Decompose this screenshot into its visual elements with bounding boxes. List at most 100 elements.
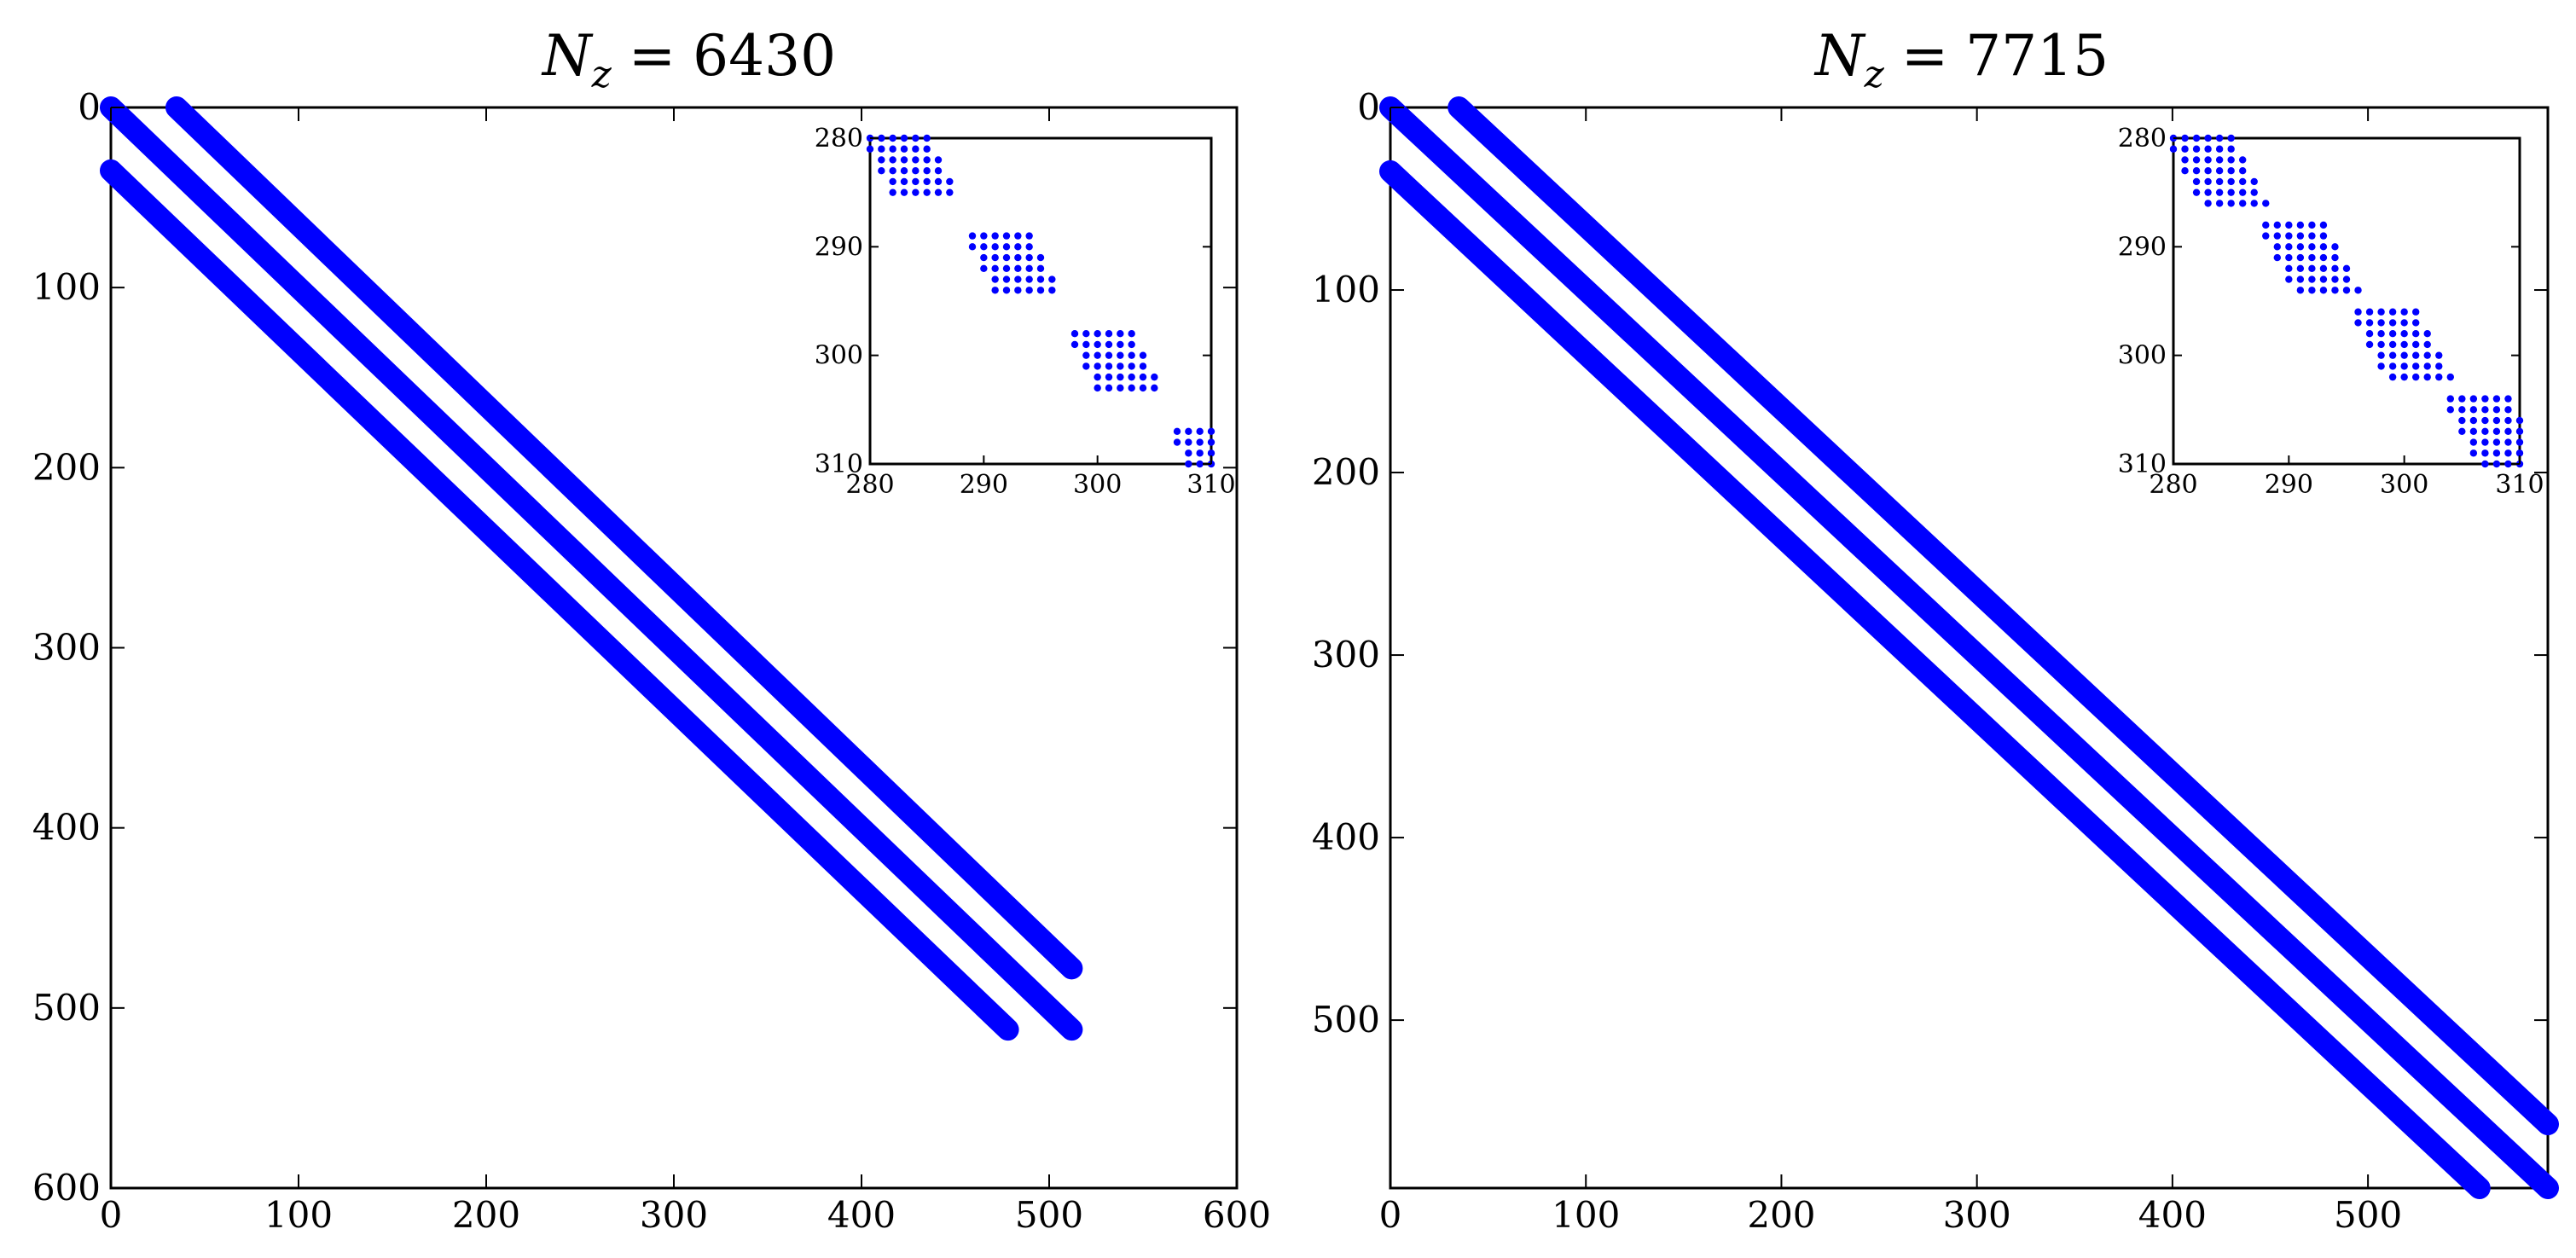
inset-nonzero-dot bbox=[889, 167, 896, 175]
inset-nonzero-dot bbox=[2377, 308, 2385, 316]
inset-nonzero-dot bbox=[2423, 340, 2431, 349]
inset-nonzero-dot bbox=[946, 188, 954, 196]
inset-y-tick-label: 310 bbox=[2118, 449, 2167, 479]
inset-nonzero-dot bbox=[2273, 232, 2281, 240]
inset-nonzero-dot bbox=[2492, 406, 2501, 414]
inset-nonzero-dot bbox=[934, 167, 943, 175]
inset-nonzero-dot bbox=[2412, 308, 2420, 316]
inset-nonzero-dot bbox=[2365, 340, 2374, 349]
inset-nonzero-dot bbox=[2250, 177, 2258, 186]
inset-x-tick-label: 290 bbox=[960, 470, 1008, 500]
inset-nonzero-dot bbox=[1094, 330, 1101, 338]
inset-nonzero-dot bbox=[923, 134, 931, 142]
inset-nonzero-dot bbox=[923, 145, 931, 153]
inset-nonzero-dot bbox=[2319, 287, 2328, 294]
inset-nonzero-dot bbox=[2239, 156, 2247, 164]
inset-nonzero-dot bbox=[2435, 362, 2443, 370]
inset-background bbox=[2168, 133, 2525, 469]
inset-nonzero-dot bbox=[2435, 351, 2443, 359]
inset-nonzero-dot bbox=[2400, 362, 2408, 370]
inset-nonzero-dot bbox=[866, 145, 874, 153]
inset-nonzero-dot bbox=[878, 167, 885, 175]
inset-nonzero-dot bbox=[2319, 275, 2328, 283]
nonzero-band-1 bbox=[1379, 159, 2491, 1199]
inset-nonzero-dot bbox=[2215, 134, 2224, 142]
inset-nonzero-dot bbox=[2239, 167, 2247, 175]
inset-nonzero-dot bbox=[900, 156, 908, 164]
inset-nonzero-dot bbox=[923, 167, 931, 175]
inset-nonzero-dot bbox=[2215, 188, 2224, 196]
inset-nonzero-dot bbox=[2273, 243, 2281, 251]
inset-x-tick-label: 280 bbox=[2149, 470, 2197, 500]
inset-nonzero-dot bbox=[2515, 449, 2524, 457]
inset-nonzero-dot bbox=[1128, 362, 1135, 370]
inset-nonzero-dot bbox=[1105, 373, 1113, 381]
inset-nonzero-dot bbox=[2365, 308, 2374, 316]
nonzero-band-2 bbox=[100, 96, 1083, 1041]
inset-nonzero-dot bbox=[2492, 449, 2501, 457]
y-tick-label: 600 bbox=[32, 1167, 101, 1209]
inset-nonzero-dot bbox=[980, 232, 988, 240]
inset-nonzero-dot bbox=[2296, 264, 2305, 272]
inset-nonzero-dot bbox=[2469, 449, 2478, 457]
inset-nonzero-dot bbox=[2354, 308, 2362, 316]
inset-nonzero-dot bbox=[1128, 340, 1135, 349]
y-tick-label: 500 bbox=[32, 987, 101, 1029]
inset-nonzero-dot bbox=[2273, 221, 2281, 229]
inset-nonzero-dot bbox=[912, 188, 920, 196]
inset-x-tick-label: 300 bbox=[1073, 470, 1122, 500]
inset-nonzero-dot bbox=[2492, 460, 2501, 468]
inset-nonzero-dot bbox=[2250, 188, 2258, 196]
right-plot-area: 0 100 200 300 400 500 0 100 200 300 400 500 bbox=[1312, 86, 2559, 1236]
inset-nonzero-dot bbox=[2400, 330, 2408, 338]
inset-nonzero-dot bbox=[2377, 362, 2385, 370]
inset-nonzero-dot bbox=[2296, 275, 2305, 283]
inset-nonzero-dot bbox=[1128, 373, 1135, 381]
inset-nonzero-dot bbox=[2262, 232, 2270, 240]
inset-nonzero-dot bbox=[2412, 373, 2420, 381]
inset-nonzero-dot bbox=[2239, 188, 2247, 196]
inset-nonzero-dot bbox=[889, 156, 896, 164]
inset-nonzero-dot bbox=[2342, 275, 2351, 283]
inset-nonzero-dot bbox=[1025, 253, 1033, 262]
inset-nonzero-dot bbox=[1094, 384, 1101, 392]
inset-nonzero-dot bbox=[900, 177, 908, 186]
inset-nonzero-dot bbox=[912, 156, 920, 164]
inset-nonzero-dot bbox=[2296, 221, 2305, 229]
inset-nonzero-dot bbox=[1207, 449, 1215, 457]
inset-nonzero-dot bbox=[1185, 449, 1192, 457]
inset-nonzero-dot bbox=[991, 264, 999, 272]
inset-x-tick-label: 310 bbox=[1186, 470, 1235, 500]
inset-nonzero-dot bbox=[1139, 384, 1147, 392]
inset-nonzero-dot bbox=[1105, 340, 1113, 349]
inset-nonzero-dot bbox=[1128, 351, 1135, 359]
x-tick-label: 600 bbox=[1203, 1194, 1271, 1236]
inset-nonzero-dot bbox=[923, 156, 931, 164]
inset-nonzero-dot bbox=[2273, 253, 2281, 262]
inset-nonzero-dot bbox=[2458, 427, 2466, 435]
nonzero-band-3 bbox=[165, 96, 1083, 980]
inset-nonzero-dot bbox=[2192, 156, 2201, 164]
inset-y-tick-label: 280 bbox=[815, 124, 863, 154]
inset-nonzero-dot bbox=[1105, 362, 1113, 370]
x-tick-label: 100 bbox=[1552, 1194, 1620, 1236]
inset-nonzero-dot bbox=[1117, 330, 1124, 338]
inset-nonzero-dot bbox=[2515, 416, 2524, 425]
inset-nonzero-dot bbox=[2308, 243, 2316, 251]
inset-nonzero-dot bbox=[1036, 275, 1045, 283]
inset-nonzero-dot bbox=[2239, 177, 2247, 186]
panel-left: Nz = 6430 0 100 200 300 400 500 6000100200300400… bbox=[32, 23, 1271, 1236]
y-tick-label: 300 bbox=[1312, 634, 1380, 675]
inset-nonzero-dot bbox=[1128, 330, 1135, 338]
inset-nonzero-dot bbox=[934, 188, 943, 196]
inset-nonzero-dot bbox=[1070, 340, 1079, 349]
panel-right: Nz = 7715 0 100 200 300 400 500 0 100 200 300 400 500… bbox=[1312, 23, 2559, 1236]
inset-nonzero-dot bbox=[2250, 200, 2258, 207]
y-tick-label: 400 bbox=[1312, 816, 1380, 858]
inset-nonzero-dot bbox=[2400, 319, 2408, 327]
inset-nonzero-dot bbox=[2296, 243, 2305, 251]
inset-nonzero-dot bbox=[2227, 145, 2235, 153]
inset-nonzero-dot bbox=[1002, 287, 1011, 294]
inset-nonzero-dot bbox=[2481, 460, 2489, 468]
